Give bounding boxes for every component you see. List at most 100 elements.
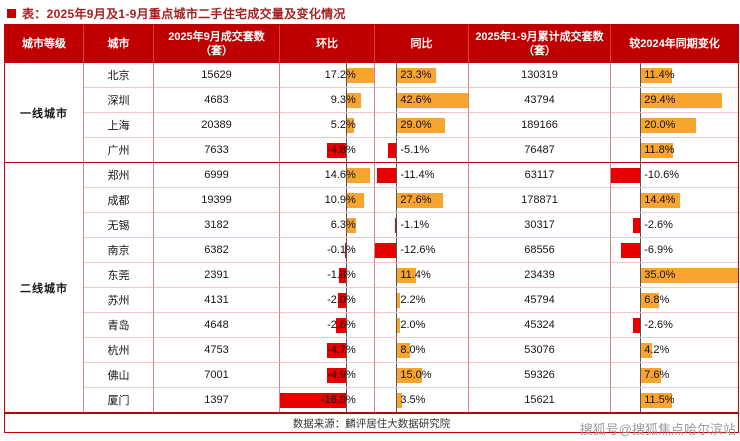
yoy-bar-cell: -5.1%	[375, 138, 469, 163]
cum-volume-value: 45324	[469, 313, 611, 338]
negative-data-bar	[621, 243, 641, 258]
bar-axis-line	[345, 288, 347, 312]
city-name: 无锡	[84, 213, 154, 238]
percent-value: 6.3%	[330, 219, 356, 231]
mom-bar-cell: 10.9%	[280, 188, 375, 213]
percent-value: 2.0%	[400, 319, 426, 331]
sep-volume-value: 3182	[154, 213, 280, 238]
percent-value: -2.6%	[644, 319, 673, 331]
bar-axis-line	[640, 363, 642, 387]
bar-axis-line	[640, 63, 642, 87]
positive-data-bar	[640, 393, 673, 408]
city-name: 佛山	[84, 363, 154, 388]
yoy-bar-cell: 2.0%	[375, 313, 469, 338]
positive-data-bar	[396, 93, 468, 108]
percent-value: 17.2%	[324, 69, 356, 81]
percent-value: -1.1%	[400, 219, 430, 231]
bar-axis-line	[396, 213, 398, 237]
percent-value: 20.0%	[644, 119, 676, 131]
data-table: 城市等级 城市 2025年9月成交套数（套） 环比 同比 2025年1-9月累计…	[4, 24, 739, 433]
cum-volume-value: 68556	[469, 238, 611, 263]
negative-data-bar	[327, 143, 346, 158]
bar-axis-line	[396, 238, 398, 262]
watermark: 搜狐号@搜狐焦点哈尔滨站	[579, 422, 736, 437]
percent-value: -1.8%	[327, 269, 356, 281]
percent-value: -4.9%	[327, 369, 356, 381]
bar-axis-line	[345, 388, 347, 412]
positive-data-bar	[345, 218, 357, 233]
bar-axis-line	[345, 263, 347, 287]
negative-data-bar	[327, 343, 346, 358]
negative-data-bar	[387, 143, 397, 158]
percent-value: 11.4%	[400, 269, 431, 281]
bar-axis-line	[345, 363, 347, 387]
yoy-bar-cell: 2.2%	[375, 288, 469, 313]
positive-data-bar	[396, 193, 443, 208]
page-title: 表：2025年9月及1-9月重点城市二手住宅成交量及变化情况	[22, 6, 346, 21]
negative-data-bar	[375, 243, 397, 258]
yoy-bar-cell: 15.0%	[375, 363, 469, 388]
bar-axis-line	[345, 138, 347, 162]
percent-value: 10.9%	[324, 194, 356, 206]
mom-bar-cell: -2.6%	[280, 313, 375, 338]
city-name: 杭州	[84, 338, 154, 363]
percent-value: -16.9%	[320, 394, 356, 406]
bar-axis-line	[396, 163, 398, 187]
cum-volume-value: 63117	[469, 163, 611, 188]
yoy-bar-cell: -12.6%	[375, 238, 469, 263]
negative-data-bar	[394, 218, 397, 233]
mom-bar-cell: 6.3%	[280, 213, 375, 238]
positive-data-bar	[640, 93, 723, 108]
bar-axis-line	[396, 388, 398, 412]
cum-volume-value: 15621	[469, 388, 611, 413]
header-cum-volume: 2025年1-9月累计成交套数（套）	[469, 25, 611, 63]
yoy-bar-cell: -1.1%	[375, 213, 469, 238]
mom-bar-cell: -4.9%	[280, 363, 375, 388]
percent-value: -2.6%	[327, 319, 356, 331]
positive-data-bar	[396, 118, 446, 133]
bar-axis-line	[396, 113, 398, 137]
cum-volume-value: 53076	[469, 338, 611, 363]
chg-bar-cell: 11.4%	[611, 63, 738, 88]
percent-value: 42.6%	[400, 94, 432, 106]
positive-data-bar	[640, 193, 681, 208]
bar-axis-line	[345, 88, 347, 112]
mom-bar-cell: 17.2%	[280, 63, 375, 88]
positive-data-bar	[640, 118, 697, 133]
chg-bar-cell: 11.5%	[611, 388, 738, 413]
table-title-row: 表：2025年9月及1-9月重点城市二手住宅成交量及变化情况	[0, 0, 740, 24]
cum-volume-value: 43794	[469, 88, 611, 113]
bar-axis-line	[640, 338, 642, 362]
cum-volume-value: 130319	[469, 63, 611, 88]
positive-data-bar	[345, 68, 374, 83]
yoy-bar-cell: 11.4%	[375, 263, 469, 288]
positive-data-bar	[396, 368, 422, 383]
chg-bar-cell: -6.9%	[611, 238, 738, 263]
positive-data-bar	[345, 118, 355, 133]
percent-value: 6.8%	[644, 294, 670, 306]
city-name: 青岛	[84, 313, 154, 338]
sep-volume-value: 4753	[154, 338, 280, 363]
bar-axis-line	[640, 288, 642, 312]
negative-data-bar	[633, 218, 641, 233]
percent-value: -5.1%	[400, 144, 430, 156]
sep-volume-value: 19399	[154, 188, 280, 213]
mom-bar-cell: -2.0%	[280, 288, 375, 313]
percent-value: -2.0%	[327, 294, 356, 306]
percent-value: -11.4%	[400, 169, 435, 181]
sep-volume-value: 4131	[154, 288, 280, 313]
positive-data-bar	[640, 268, 738, 283]
percent-value: 8.0%	[400, 344, 426, 356]
positive-data-bar	[640, 343, 652, 358]
city-name: 苏州	[84, 288, 154, 313]
cum-volume-value: 45794	[469, 288, 611, 313]
sep-volume-value: 2391	[154, 263, 280, 288]
cum-volume-value: 23439	[469, 263, 611, 288]
chg-bar-cell: 11.8%	[611, 138, 738, 163]
cum-volume-value: 59326	[469, 363, 611, 388]
bar-axis-line	[396, 363, 398, 387]
bar-axis-line	[345, 313, 347, 337]
bar-axis-line	[345, 238, 347, 262]
chg-bar-cell: 4.2%	[611, 338, 738, 363]
mom-bar-cell: -0.1%	[280, 238, 375, 263]
